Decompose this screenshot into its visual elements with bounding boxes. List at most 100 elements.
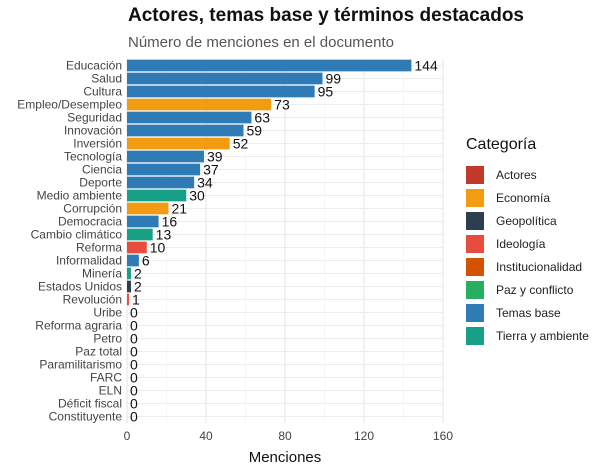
bar: [127, 72, 323, 85]
data-label: 37: [203, 162, 219, 178]
legend-label: Temas base: [496, 305, 561, 320]
x-tick-label: 40: [199, 429, 213, 443]
bar: [127, 215, 159, 228]
bar: [127, 150, 205, 163]
x-axis-label: Menciones: [249, 449, 322, 466]
data-label: 0: [130, 318, 138, 334]
category-tick-label: Medio ambiente: [37, 189, 123, 203]
data-label: 34: [197, 175, 213, 191]
data-label: 73: [274, 97, 290, 113]
legend-label: Paz y conflicto: [496, 282, 574, 297]
bar: [127, 176, 195, 189]
category-tick-label: Reforma: [76, 241, 122, 255]
category-tick-label: Tecnología: [64, 150, 122, 164]
legend-item: Ideología: [466, 232, 589, 255]
bar: [127, 189, 187, 202]
category-tick-label: Corrupción: [63, 202, 122, 216]
data-label: 59: [247, 123, 263, 139]
data-label: 0: [130, 357, 138, 373]
category-tick-label: Empleo/Desempleo: [17, 98, 122, 112]
category-tick-label: Democracia: [58, 215, 122, 229]
x-tick-label: 80: [278, 429, 292, 443]
data-label: 2: [134, 279, 142, 295]
legend-label: Institucionalidad: [496, 259, 583, 274]
data-label: 2: [134, 266, 142, 282]
bar: [127, 137, 230, 150]
bar: [127, 85, 315, 98]
data-label: 16: [162, 214, 178, 230]
category-tick-label: Cambio climático: [31, 228, 123, 242]
legend-swatch: [466, 326, 484, 345]
legend-swatch: [466, 234, 484, 253]
legend-item: Geopolítica: [466, 209, 589, 232]
legend-item: Temas base: [466, 301, 589, 324]
category-tick-label: Seguridad: [67, 111, 122, 125]
category-tick-label: Minería: [82, 267, 122, 281]
bar: [127, 202, 169, 215]
category-tick-label: Informalidad: [56, 254, 122, 268]
legend-item: Tierra y ambiente: [466, 324, 589, 347]
legend-item: Economía: [466, 186, 589, 209]
data-label: 13: [156, 227, 172, 243]
data-label: 144: [414, 58, 438, 74]
data-label: 1: [132, 292, 140, 308]
legend-swatch: [466, 280, 484, 299]
legend-item: Paz y conflicto: [466, 278, 589, 301]
data-label: 99: [326, 71, 342, 87]
category-tick-label: Uribe: [93, 306, 122, 320]
bar: [127, 59, 412, 72]
category-tick-label: Reforma agraria: [35, 319, 122, 333]
data-label: 95: [318, 84, 334, 100]
legend: Categoría Actores Economía Geopolítica Ideo…: [466, 136, 589, 347]
data-label: 10: [150, 240, 166, 256]
legend-label: Ideología: [496, 236, 546, 251]
data-label: 21: [171, 201, 187, 217]
data-label: 63: [254, 110, 270, 126]
bar: [127, 163, 201, 176]
x-tick-label: 120: [354, 429, 374, 443]
category-tick-label: Revolución: [63, 293, 122, 307]
x-tick-label: 160: [433, 429, 453, 443]
category-tick-label: ELN: [99, 384, 122, 398]
legend-swatch: [466, 211, 484, 230]
bar: [127, 98, 272, 111]
category-tick-label: Petro: [93, 332, 122, 346]
category-tick-label: Inversión: [73, 137, 122, 151]
legend-swatch: [466, 188, 484, 207]
legend-label: Tierra y ambiente: [496, 328, 589, 343]
category-tick-label: Educación: [66, 59, 122, 73]
data-label: 0: [130, 370, 138, 386]
data-label: 52: [233, 136, 249, 152]
legend-label: Geopolítica: [496, 213, 557, 228]
category-tick-label: Paramilitarismo: [39, 358, 122, 372]
data-label: 0: [130, 396, 138, 412]
category-tick-label: Estados Unidos: [38, 280, 122, 294]
chart-subtitle: Número de menciones en el documento: [128, 34, 394, 51]
legend-item: Institucionalidad: [466, 255, 589, 278]
chart-title: Actores, temas base y términos destacado…: [128, 5, 525, 26]
legend-item: Actores: [466, 163, 589, 186]
data-label: 0: [130, 331, 138, 347]
category-tick-label: Constituyente: [49, 410, 123, 424]
data-label: 30: [189, 188, 205, 204]
category-tick-label: FARC: [90, 371, 122, 385]
legend-swatch: [466, 303, 484, 322]
bar: [127, 293, 129, 306]
bar: [127, 124, 244, 137]
category-tick-label: Déficit fiscal: [58, 397, 122, 411]
category-tick-label: Cultura: [83, 85, 122, 99]
legend-label: Actores: [496, 167, 537, 182]
data-label: 0: [130, 344, 138, 360]
category-tick-label: Paz total: [75, 345, 122, 359]
data-label: 0: [130, 305, 138, 321]
category-tick-label: Salud: [91, 72, 122, 86]
x-tick-label: 0: [124, 429, 131, 443]
legend-label: Economía: [496, 190, 551, 205]
bar: [127, 280, 131, 293]
bar: [127, 228, 153, 241]
bar: [127, 241, 147, 254]
bar: [127, 267, 131, 280]
category-tick-label: Innovación: [64, 124, 122, 138]
legend-swatch: [466, 165, 484, 184]
